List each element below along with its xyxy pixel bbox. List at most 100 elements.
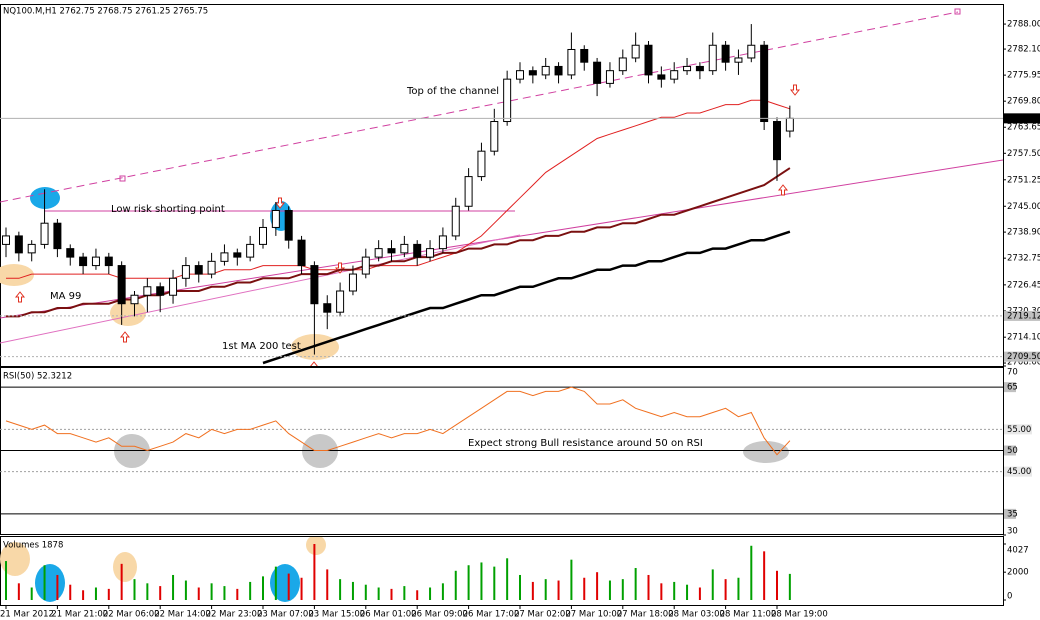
- candle-body: [683, 65, 692, 72]
- candle-body: [14, 235, 23, 254]
- y-tick-label: 2769.80: [1007, 97, 1040, 107]
- y-tick-label: 2714.10: [1007, 333, 1040, 343]
- anchor: [954, 8, 961, 15]
- x-tick-label: 21 Mar 21:00: [51, 610, 108, 620]
- candle-body: [670, 70, 679, 80]
- candle-body: [194, 265, 203, 275]
- candle-body: [747, 44, 756, 59]
- candle-body: [773, 121, 781, 161]
- x-tick-label: 23 Mar 15:00: [308, 610, 365, 620]
- candle-body: [181, 265, 190, 279]
- candle-body: [785, 117, 794, 132]
- y-tick-box: [1004, 466, 1032, 477]
- y-tick-label: 35: [1007, 509, 1018, 519]
- annotation: 1st MA 200 test: [222, 341, 301, 352]
- candle-body: [246, 243, 255, 258]
- annotation: Low risk shorting point: [111, 204, 225, 215]
- candle-body: [438, 235, 447, 250]
- x-tick-label: 23 Mar 07:00: [257, 610, 314, 620]
- candle-body: [541, 65, 550, 76]
- candle-body: [631, 44, 640, 59]
- candle-body: [104, 256, 113, 267]
- y-tick-label: 2751.25: [1007, 175, 1040, 185]
- candle-body: [310, 265, 319, 305]
- up-arrow: [119, 331, 131, 343]
- candle-body: [79, 256, 88, 267]
- annotation: Expect strong Bull resistance around 50 …: [468, 438, 703, 449]
- candle-body: [169, 277, 178, 296]
- x-tick-label: 22 Mar 06:00: [103, 610, 160, 620]
- candle-body: [40, 222, 49, 245]
- y-tick-label: 2708.00: [1007, 358, 1040, 368]
- volume-panel-frame: [0, 536, 1004, 606]
- candle-body: [207, 260, 216, 275]
- channel-top: [0, 11, 959, 203]
- candle-body: [400, 243, 409, 254]
- y-tick-label: 2775.95: [1007, 71, 1040, 81]
- volume-drawings: [0, 537, 326, 602]
- candle-body: [618, 57, 627, 72]
- y-tick-label: 2000: [1007, 568, 1029, 578]
- price-level-box: [1004, 310, 1040, 321]
- x-tick-label: 22 Mar 23:00: [206, 610, 263, 620]
- candle-body: [644, 44, 653, 76]
- highlight: [110, 300, 146, 326]
- y-tick-label: 55.00: [1007, 425, 1031, 435]
- highlight: [306, 537, 326, 555]
- candle-body: [297, 239, 306, 267]
- annotation: Top of the channel: [406, 86, 499, 97]
- up-arrow: [310, 361, 318, 366]
- panel-title: Volumes 1878: [3, 541, 63, 551]
- candle-body: [143, 286, 152, 296]
- x-tick-label: 26 Mar 01:00: [360, 610, 417, 620]
- candle-body: [451, 205, 460, 237]
- y-tick-box: [1004, 382, 1016, 393]
- y-tick-label: 30: [1007, 527, 1018, 537]
- down-arrow: [789, 84, 801, 96]
- candle-body: [66, 248, 75, 258]
- y-tick-label: 2738.90: [1007, 228, 1040, 238]
- candle-body: [284, 209, 293, 241]
- price-level-label: 2719.12: [1007, 311, 1040, 321]
- up-arrow: [777, 184, 789, 196]
- y-tick-label: 2745.00: [1007, 202, 1040, 212]
- x-tick-label: 27 Mar 02:00: [514, 610, 571, 620]
- price-level-box: [1004, 113, 1040, 124]
- candle-body: [721, 44, 730, 63]
- y-tick-label: 2788.00: [1007, 20, 1040, 30]
- y-tick-label: 2782.10: [1007, 45, 1040, 55]
- y-tick-label: 65: [1007, 383, 1018, 393]
- candle-body: [348, 273, 357, 292]
- rsi-series: [0, 386, 1003, 515]
- candle-body: [336, 290, 345, 313]
- price-level-label: 2709.50: [1007, 352, 1040, 362]
- x-tick-label: 28 Mar 11:00: [720, 610, 777, 620]
- candle-body: [156, 286, 165, 296]
- candle-body: [528, 70, 537, 76]
- candle-body: [554, 65, 563, 76]
- candle-body: [464, 176, 473, 207]
- candle-body: [374, 248, 383, 258]
- candle-body: [426, 248, 435, 258]
- y-tick-box: [1004, 445, 1016, 456]
- candle-body: [503, 78, 512, 123]
- candle-body: [708, 44, 717, 72]
- candle-body: [233, 252, 242, 258]
- highlight: [0, 264, 34, 286]
- highlight: [0, 542, 30, 576]
- y-tick-label: 0: [1007, 592, 1012, 602]
- candle-body: [605, 70, 614, 84]
- candle-body: [593, 61, 602, 84]
- y-tick-label: 4027: [1007, 546, 1029, 556]
- up-arrow: [14, 291, 26, 303]
- x-tick-label: 22 Mar 14:00: [154, 610, 211, 620]
- y-tick-label: 2726.45: [1007, 280, 1040, 290]
- price-panel-frame: [0, 4, 1004, 367]
- candle-body: [117, 265, 126, 305]
- candle-body: [27, 243, 36, 254]
- candle-body: [259, 226, 267, 245]
- y-tick-label: 2732.75: [1007, 254, 1040, 264]
- candle-body: [53, 222, 62, 250]
- price-series: [0, 24, 1003, 365]
- panel-title: NQ100.M,H1 2762.75 2768.75 2761.25 2765.…: [3, 7, 208, 17]
